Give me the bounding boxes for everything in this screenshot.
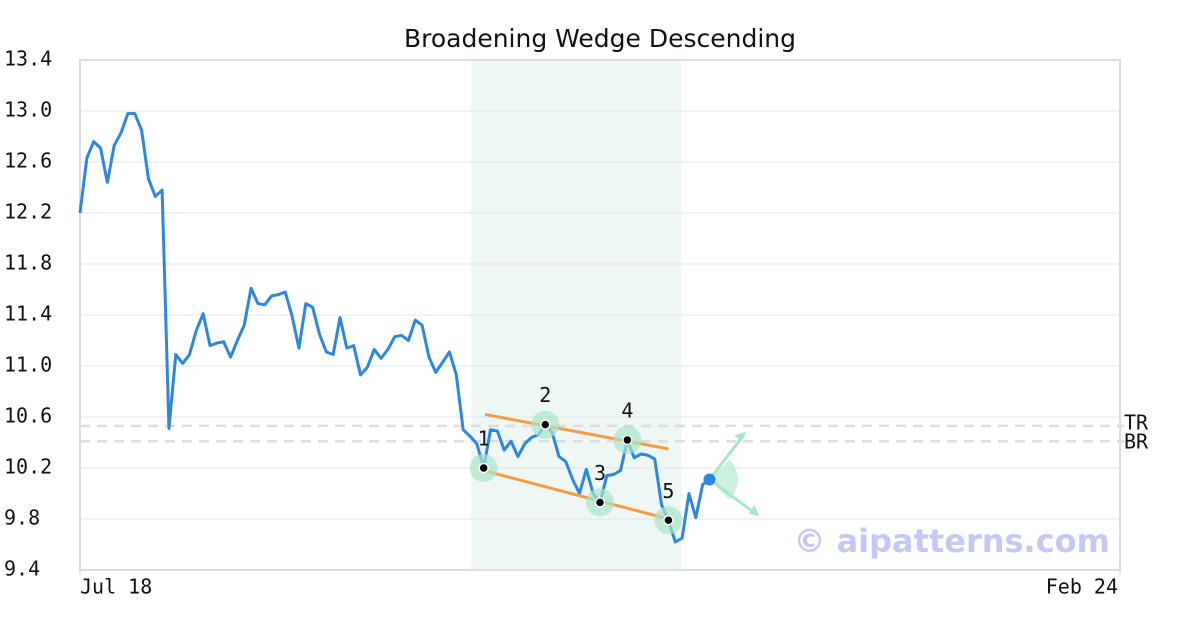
price-line [78, 112, 711, 544]
y-tick-label: 10.6 [4, 404, 52, 428]
pivot-label: 5 [662, 479, 674, 503]
pivot-dot [540, 419, 551, 430]
pivot-dot [594, 497, 606, 508]
plot-frame [79, 59, 1121, 571]
x-tick-label: Jul 18 [80, 575, 152, 599]
trend-line [483, 469, 669, 521]
y-tick-label: 12.6 [4, 149, 52, 173]
projection-fan [709, 459, 738, 500]
level-label: TR [1124, 410, 1149, 434]
y-tick-label: 13.0 [4, 98, 52, 122]
arrow-up-head [734, 431, 747, 442]
pivot-dot [478, 462, 489, 474]
y-tick-label: 9.4 [4, 557, 40, 581]
pivot-label: 4 [621, 398, 633, 422]
arrow-down-head [748, 505, 760, 517]
level-label: BR [1124, 430, 1149, 454]
last-point [703, 473, 716, 486]
pivot-dot [622, 434, 633, 446]
x-tick-label: Feb 24 [1046, 575, 1118, 599]
arrow-up [708, 434, 745, 481]
pivot-label: 1 [478, 427, 490, 451]
y-tick-label: 11.0 [4, 353, 52, 377]
chart-title: Broadening Wedge Descending [404, 24, 796, 53]
pivot-label: 3 [594, 461, 606, 485]
y-tick-label: 12.2 [4, 200, 52, 224]
y-tick-label: 11.4 [4, 302, 52, 326]
y-tick-label: 11.8 [4, 251, 52, 275]
watermark: © aipatterns.com [793, 522, 1110, 560]
pivot-dot [663, 515, 674, 526]
y-tick-label: 13.4 [4, 47, 52, 71]
pivot-label: 2 [539, 383, 551, 407]
y-tick-label: 10.2 [4, 455, 52, 479]
y-tick-label: 9.8 [4, 506, 40, 530]
arrow-down [708, 478, 757, 515]
